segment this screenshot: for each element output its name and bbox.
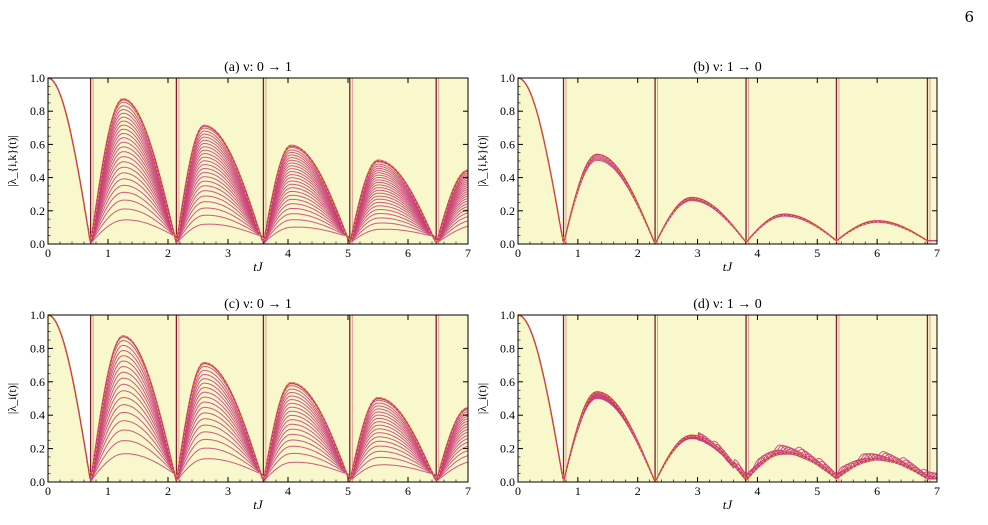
x-axis-label: tJ: [253, 259, 264, 274]
x-tick-label: 4: [285, 484, 291, 498]
white-region: [518, 315, 564, 482]
y-tick-label: 0.2: [500, 442, 515, 456]
family-curve: [47, 314, 469, 483]
x-axis-label: tJ: [723, 497, 734, 512]
x-tick-label: 4: [754, 484, 760, 498]
x-tick-label: 6: [874, 484, 880, 498]
x-tick-label: 1: [105, 246, 111, 260]
y-tick-label: 0.8: [500, 104, 515, 118]
x-tick-label: 1: [105, 484, 111, 498]
y-tick-label: 1.0: [30, 71, 45, 85]
x-tick-label: 2: [165, 484, 171, 498]
y-axis-label: |λ_i(t)|: [475, 383, 489, 414]
x-tick-label: 7: [465, 246, 471, 260]
y-tick-label: 0.6: [500, 137, 515, 151]
chart-panel-0: 0 1 2 3 4 5 6 7 0.0 0.2 0.4 0.6 0.8 1.0 (a) ν: 0 → 1 tJ…: [5, 60, 471, 274]
family-curve: [47, 77, 469, 244]
x-axis-label: tJ: [253, 497, 264, 512]
y-tick-label: 0.4: [500, 171, 515, 185]
x-tick-label: 0: [45, 484, 51, 498]
y-tick-label: 0.8: [30, 341, 45, 355]
y-tick-label: 0.4: [30, 171, 45, 185]
family-curve: [47, 77, 469, 244]
x-tick-label: 0: [515, 246, 521, 260]
y-axis-label: |λ_i(t)|: [5, 383, 19, 414]
x-tick-label: 3: [225, 484, 231, 498]
x-tick-label: 6: [405, 246, 411, 260]
x-tick-label: 7: [465, 484, 471, 498]
y-tick-label: 0.0: [30, 237, 45, 251]
main-curve: [517, 314, 937, 482]
y-tick-label: 0.6: [30, 375, 45, 389]
y-tick-label: 0.4: [30, 408, 45, 422]
x-tick-label: 6: [874, 246, 880, 260]
white-region: [48, 315, 91, 482]
y-tick-label: 0.6: [500, 375, 515, 389]
chart-title: (d) ν: 1 → 0: [693, 297, 762, 312]
x-tick-label: 6: [405, 484, 411, 498]
y-tick-label: 0.0: [30, 475, 45, 489]
y-tick-label: 0.4: [500, 408, 515, 422]
x-tick-label: 3: [695, 484, 701, 498]
x-tick-label: 2: [635, 246, 641, 260]
family-curve: [47, 314, 469, 482]
y-tick-label: 1.0: [500, 308, 515, 322]
x-tick-label: 5: [814, 484, 820, 498]
chart-title: (b) ν: 1 → 0: [693, 60, 762, 75]
y-tick-label: 1.0: [30, 308, 45, 322]
x-tick-label: 0: [515, 484, 521, 498]
x-tick-label: 5: [345, 484, 351, 498]
x-tick-label: 1: [575, 484, 581, 498]
y-tick-label: 0.2: [500, 204, 515, 218]
y-tick-label: 0.8: [500, 341, 515, 355]
x-tick-label: 4: [285, 246, 291, 260]
chart-panel-3: 0 1 2 3 4 5 6 7 0.0 0.2 0.4 0.6 0.8 1.0 (d) ν: 1 → 0 tJ…: [475, 297, 940, 512]
chart-title: (c) ν: 0 → 1: [224, 297, 292, 312]
x-tick-label: 1: [575, 246, 581, 260]
x-tick-label: 4: [754, 246, 760, 260]
x-tick-label: 2: [635, 484, 641, 498]
y-tick-label: 0.2: [30, 442, 45, 456]
x-tick-label: 0: [45, 246, 51, 260]
x-tick-label: 3: [695, 246, 701, 260]
chart-panel-1: 0 1 2 3 4 5 6 7 0.0 0.2 0.4 0.6 0.8 1.0 (b) ν: 1 → 0 tJ…: [475, 60, 940, 274]
y-tick-label: 0.0: [500, 475, 515, 489]
y-tick-label: 0.6: [30, 137, 45, 151]
page-number: 6: [964, 8, 974, 26]
chart-title: (a) ν: 0 → 1: [224, 60, 292, 75]
y-tick-label: 1.0: [500, 71, 515, 85]
x-tick-label: 2: [165, 246, 171, 260]
x-tick-label: 7: [934, 484, 940, 498]
x-axis-label: tJ: [723, 259, 734, 274]
x-tick-label: 3: [225, 246, 231, 260]
y-tick-label: 0.0: [500, 237, 515, 251]
white-region: [518, 78, 564, 244]
y-tick-label: 0.8: [30, 104, 45, 118]
white-region: [48, 78, 91, 244]
y-axis-label: |λ_{i,k}(t)|: [5, 135, 19, 187]
main-curve: [47, 77, 469, 245]
main-curve: [517, 77, 937, 244]
family-curve: [47, 314, 469, 482]
y-tick-label: 0.2: [30, 204, 45, 218]
x-tick-label: 5: [345, 246, 351, 260]
x-tick-label: 5: [814, 246, 820, 260]
x-tick-label: 7: [934, 246, 940, 260]
main-curve: [47, 314, 469, 483]
chart-panel-2: 0 1 2 3 4 5 6 7 0.0 0.2 0.4 0.6 0.8 1.0 (c) ν: 0 → 1 tJ…: [5, 297, 471, 512]
y-axis-label: |λ_{i,k}(t)|: [475, 135, 489, 187]
